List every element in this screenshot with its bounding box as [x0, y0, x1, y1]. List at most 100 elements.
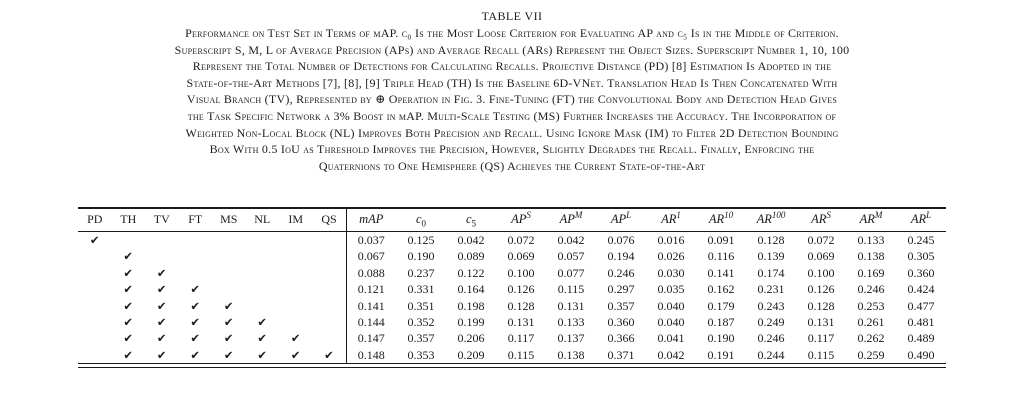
checkmark-icon: ✔ — [324, 347, 334, 362]
col-header-th: TH — [111, 208, 145, 232]
table-row: ✔ 0.067 0.190 0.089 0.069 0.057 0.194 0.026 0.11… — [78, 248, 946, 265]
value-cell: 0.194 — [607, 249, 635, 264]
value-cell: 0.249 — [757, 315, 785, 330]
empty-cell — [313, 281, 347, 297]
caption-line-8: Box With 0.5 IoU as Threshold Improves t… — [209, 142, 815, 157]
empty-cell — [246, 265, 280, 281]
checkmark-icon: ✔ — [257, 331, 268, 346]
empty-cell — [179, 248, 213, 264]
value-cell: 0.128 — [757, 233, 785, 247]
empty-cell — [179, 265, 213, 281]
value-cell: 0.128 — [507, 298, 535, 313]
value-cell: 0.088 — [345, 264, 396, 282]
value-cell: 0.360 — [907, 265, 935, 280]
value-cell: 0.121 — [345, 281, 396, 298]
col-header-map: mAP — [345, 208, 396, 232]
empty-cell — [246, 298, 280, 314]
empty-cell — [246, 248, 280, 264]
empty-cell — [313, 232, 347, 249]
value-cell: 0.360 — [607, 315, 635, 330]
value-cell: 0.305 — [907, 249, 935, 264]
value-cell: 0.243 — [757, 298, 785, 313]
value-cell: 0.141 — [345, 297, 396, 315]
value-cell: 0.115 — [507, 347, 535, 362]
value-cell: 0.035 — [657, 282, 685, 297]
value-cell: 0.139 — [757, 249, 785, 264]
table-caption-block: TABLE VII Performance on Test Set in Ter… — [0, 7, 1024, 174]
value-cell: 0.057 — [557, 249, 585, 264]
value-cell: 0.133 — [857, 233, 885, 247]
value-cell: 0.190 — [707, 331, 735, 346]
value-cell: 0.133 — [557, 315, 585, 330]
checkmark-icon: ✔ — [156, 282, 167, 297]
value-cell: 0.117 — [807, 331, 835, 346]
value-cell: 0.297 — [607, 282, 635, 297]
empty-cell — [212, 232, 246, 249]
value-cell: 0.191 — [707, 347, 735, 362]
checkmark-icon: ✔ — [290, 347, 301, 362]
value-cell: 0.115 — [807, 347, 835, 362]
value-cell: 0.357 — [407, 331, 435, 346]
table-row: ✔ 0.037 0.125 0.042 0.072 0.042 0.076 0.016 0.09… — [78, 231, 946, 249]
empty-cell — [313, 248, 347, 264]
value-cell: 0.366 — [607, 331, 635, 346]
checkmark-icon: ✔ — [123, 298, 134, 313]
checkmark-icon: ✔ — [190, 282, 201, 297]
value-cell: 0.199 — [457, 315, 485, 330]
value-cell: 0.100 — [807, 265, 835, 280]
value-cell: 0.091 — [707, 233, 735, 247]
col-header-qs: QS — [312, 208, 346, 232]
checkmark-icon: ✔ — [123, 315, 134, 330]
empty-cell — [279, 298, 313, 314]
empty-cell — [246, 232, 280, 249]
value-cell: 0.477 — [907, 298, 935, 313]
value-cell: 0.490 — [907, 347, 935, 362]
value-cell: 0.126 — [807, 282, 835, 297]
value-cell: 0.253 — [857, 298, 885, 313]
checkmark-icon: ✔ — [156, 331, 167, 346]
value-cell: 0.179 — [707, 298, 735, 313]
checkmark-icon: ✔ — [223, 315, 234, 330]
col-header-arm: ARM — [846, 208, 896, 232]
checkmark-icon: ✔ — [190, 331, 201, 346]
value-cell: 0.125 — [407, 233, 435, 247]
value-cell: 0.371 — [607, 347, 635, 362]
value-cell: 0.030 — [657, 265, 685, 280]
empty-cell — [246, 281, 280, 297]
value-cell: 0.246 — [857, 282, 885, 297]
value-cell: 0.244 — [757, 347, 785, 362]
checkmark-icon: ✔ — [190, 315, 201, 330]
col-header-ft: FT — [178, 208, 212, 232]
results-table: PD TH TV FT MS NL IM QS mAP c0 c5 APS APM APL AR1 AR10 A… — [78, 207, 946, 365]
table-row: ✔ ✔ ✔ ✔ ✔ 0.144 0.352 0.199 0.131 0.133 0.360 0.040… — [78, 314, 946, 331]
table-row: ✔ ✔ ✔ ✔ ✔ ✔ 0.147 0.357 0.206 0.117 0.137 0.366 0.04… — [78, 330, 946, 347]
checkmark-icon: ✔ — [123, 331, 134, 346]
value-cell: 0.206 — [457, 331, 485, 346]
table-label: TABLE VII — [481, 9, 543, 23]
empty-cell — [78, 298, 112, 314]
value-cell: 0.042 — [457, 233, 485, 247]
value-cell: 0.131 — [807, 315, 835, 330]
value-cell: 0.259 — [857, 347, 885, 362]
value-cell: 0.040 — [657, 298, 685, 313]
value-cell: 0.128 — [807, 298, 835, 313]
empty-cell — [145, 248, 179, 264]
value-cell: 0.115 — [557, 282, 585, 297]
empty-cell — [78, 281, 112, 297]
value-cell: 0.237 — [407, 265, 435, 280]
value-cell: 0.357 — [607, 298, 635, 313]
value-cell: 0.351 — [407, 298, 435, 313]
col-header-ar100: AR100 — [746, 208, 796, 232]
value-cell: 0.148 — [345, 346, 396, 364]
col-header-aps: APS — [496, 208, 546, 232]
empty-cell — [179, 232, 213, 249]
caption-line-2: Superscript S, M, L of Average Precision… — [174, 42, 850, 57]
col-header-im: IM — [279, 208, 313, 232]
col-header-ms: MS — [212, 208, 246, 232]
caption-line-3: Represent the Total Number of Detections… — [192, 59, 832, 74]
value-cell: 0.187 — [707, 315, 735, 330]
checkmark-icon: ✔ — [123, 282, 134, 297]
value-cell: 0.353 — [407, 347, 435, 362]
col-header-ars: ARS — [796, 208, 846, 232]
table-head: PD TH TV FT MS NL IM QS mAP c0 c5 APS APM APL AR1 AR10 A… — [78, 208, 946, 232]
